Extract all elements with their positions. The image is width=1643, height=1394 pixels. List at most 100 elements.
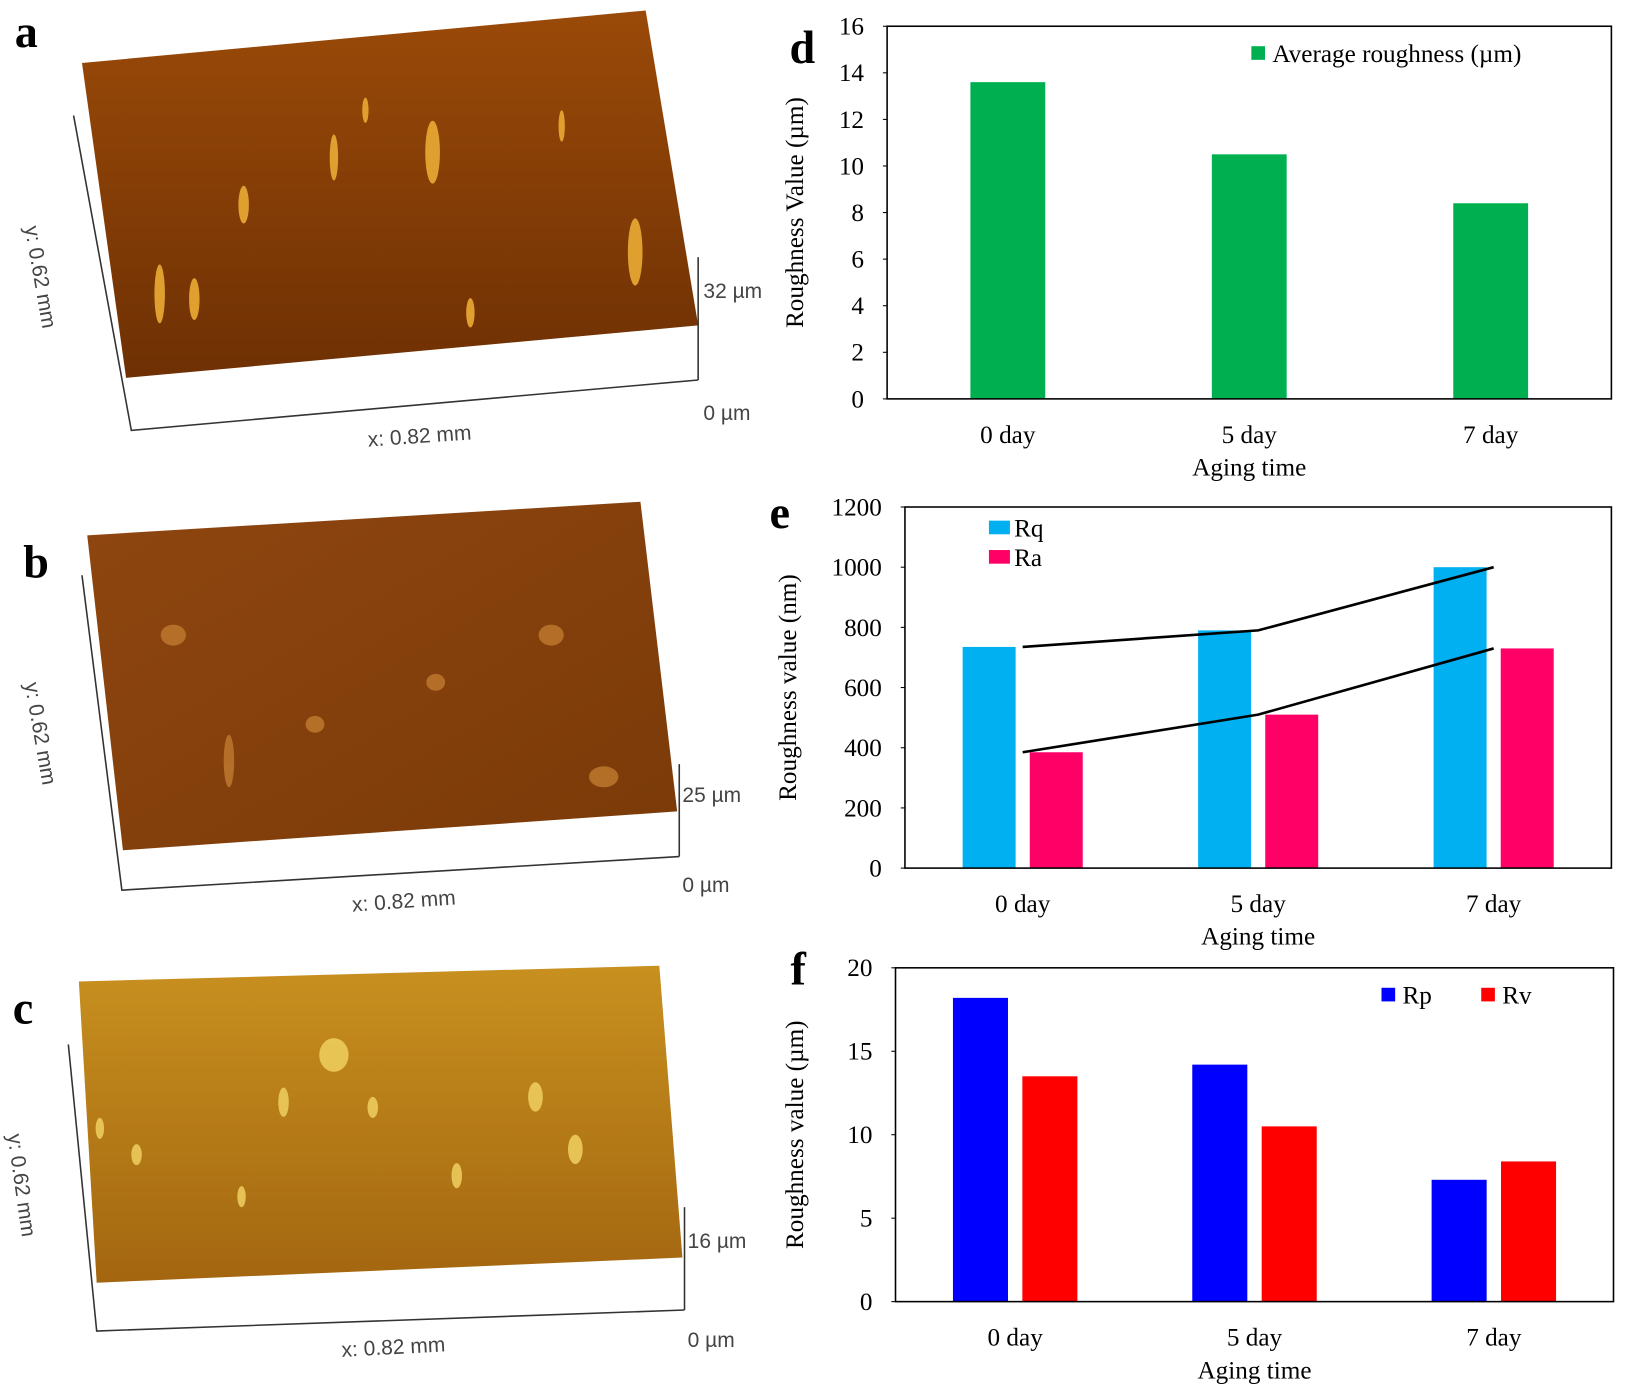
plot-frame xyxy=(894,967,1615,1303)
y-tick-label: 4 xyxy=(851,293,864,320)
y-tick-label: 0 xyxy=(869,855,882,882)
y-tick-label: 10 xyxy=(847,1122,872,1149)
y-tick-label: 10 xyxy=(839,153,864,180)
x-axis-title: Aging time xyxy=(1197,1357,1311,1384)
y-tick-label: 16 xyxy=(839,14,864,41)
bar xyxy=(1453,203,1529,399)
y-axis-label: y: 0.62 mm xyxy=(3,1132,40,1238)
legend-swatch xyxy=(1481,987,1495,1002)
legend-label: Rp xyxy=(1403,983,1432,1010)
plot-frame xyxy=(904,506,1613,869)
z-top-label: 32 µm xyxy=(703,280,762,303)
y-tick-label: 12 xyxy=(839,107,864,134)
axis-frame xyxy=(72,115,699,432)
bar xyxy=(1433,567,1487,869)
chart-e: 0 200 400 600 800 1000 1200 0 day 5 day 7 day Agin… xyxy=(770,487,1613,951)
z-top-label: 25 µm xyxy=(682,784,741,807)
legend-swatch xyxy=(988,550,1010,564)
trend-line xyxy=(1022,565,1494,649)
axis-frame xyxy=(81,575,680,891)
y-tick-label: 1200 xyxy=(831,494,881,521)
y-axis-label: y: 0.62 mm xyxy=(20,224,61,330)
y-tick-label: 800 xyxy=(844,615,882,642)
surface xyxy=(81,10,699,378)
afm-panel-b: b y: 0.62 mm x: 0.82 mm 25 µm 0 µm xyxy=(20,501,741,917)
x-tick-label: 0 day xyxy=(988,1325,1044,1352)
z-bottom-label: 0 µm xyxy=(688,1329,735,1352)
legend-swatch xyxy=(1381,987,1396,1002)
panel-label: e xyxy=(770,487,791,538)
legend-label: Ra xyxy=(1014,545,1042,572)
x-tick-label: 7 day xyxy=(1466,1325,1522,1352)
panel-label: c xyxy=(13,982,34,1033)
plot-frame xyxy=(886,25,1613,400)
y-tick-label: 8 xyxy=(851,200,864,227)
y-tick-label: 14 xyxy=(839,60,865,87)
panel-label: f xyxy=(791,944,807,995)
bar xyxy=(1501,1161,1557,1302)
y-axis-title: Roughness value (nm) xyxy=(775,574,802,801)
afm-panel-a: a y: 0.62 mm x: 0.82 mm 32 µm 0 µm xyxy=(15,6,762,451)
x-tick-label: 7 day xyxy=(1463,422,1519,449)
panel-label: b xyxy=(23,536,49,587)
y-tick-label: 200 xyxy=(844,795,882,822)
surface xyxy=(87,501,678,851)
bar xyxy=(1022,1076,1078,1302)
y-axis-title: Roughness value (µm) xyxy=(782,1020,809,1249)
x-tick-label: 5 day xyxy=(1222,422,1278,449)
y-tick-label: 5 xyxy=(860,1206,873,1233)
legend-swatch xyxy=(1251,46,1265,60)
peaks xyxy=(154,97,643,328)
y-tick-label: 20 xyxy=(847,955,872,982)
bar xyxy=(1431,1179,1487,1302)
bar xyxy=(1211,154,1287,399)
surface xyxy=(78,965,683,1283)
legend-label: Average roughness (µm) xyxy=(1272,41,1521,68)
panel-label: a xyxy=(15,6,38,57)
x-tick-label: 0 day xyxy=(980,422,1036,449)
bar xyxy=(1500,648,1554,869)
trend-line xyxy=(1022,647,1495,754)
chart-d: 0 2 4 6 8 10 12 14 16 0 day 5 day 7 day Aging time Ro… xyxy=(782,14,1613,482)
bar xyxy=(970,82,1046,399)
x-tick-label: 5 day xyxy=(1227,1325,1283,1352)
y-axis-title: Roughness Value (µm) xyxy=(782,97,809,328)
bar xyxy=(1198,630,1252,869)
bar xyxy=(1265,714,1319,869)
x-axis-title: Aging time xyxy=(1192,455,1306,482)
axis-frame xyxy=(67,1044,685,1332)
x-axis-label: x: 0.82 mm xyxy=(341,1333,446,1361)
legend-swatch xyxy=(988,520,1010,535)
y-tick-label: 0 xyxy=(851,386,864,413)
y-tick-label: 600 xyxy=(844,675,882,702)
y-tick-label: 400 xyxy=(844,735,882,762)
y-tick-label: 15 xyxy=(847,1039,872,1066)
z-top-label: 16 µm xyxy=(688,1230,747,1253)
y-tick-label: 6 xyxy=(851,247,864,274)
bar xyxy=(1192,1064,1248,1302)
y-axis-label: y: 0.62 mm xyxy=(20,681,61,787)
x-tick-label: 5 day xyxy=(1231,891,1287,918)
x-axis-label: x: 0.82 mm xyxy=(351,886,456,916)
chart-f: 0 5 10 15 20 0 day 5 day 7 day Aging time Roughne… xyxy=(782,944,1615,1384)
x-axis-title: Aging time xyxy=(1201,924,1315,951)
x-tick-label: 0 day xyxy=(995,891,1051,918)
afm-panel-c: c y: 0.62 mm x: 0.82 mm 16 µm 0 µm xyxy=(3,965,747,1362)
y-tick-label: 2 xyxy=(851,340,864,367)
bar xyxy=(962,646,1016,869)
y-tick-label: 0 xyxy=(860,1289,873,1316)
x-tick-label: 7 day xyxy=(1466,891,1522,918)
legend-label: Rv xyxy=(1502,983,1532,1010)
x-axis-label: x: 0.82 mm xyxy=(367,421,472,451)
z-bottom-label: 0 µm xyxy=(682,874,729,897)
peaks xyxy=(160,624,619,788)
bar xyxy=(1261,1126,1317,1302)
peaks xyxy=(95,1038,583,1208)
y-tick-label: 1000 xyxy=(831,555,881,582)
bar xyxy=(952,997,1008,1302)
bar xyxy=(1029,752,1083,869)
legend-label: Rq xyxy=(1014,515,1044,542)
z-bottom-label: 0 µm xyxy=(703,402,750,425)
